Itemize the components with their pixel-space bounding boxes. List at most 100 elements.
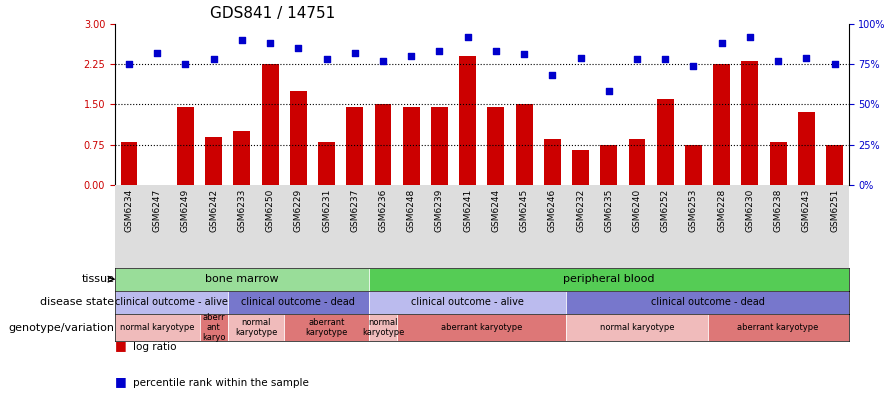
- Text: GSM6231: GSM6231: [322, 189, 332, 232]
- Point: [376, 58, 390, 64]
- Point: [235, 37, 249, 43]
- Text: ■: ■: [115, 375, 126, 388]
- Text: GSM6242: GSM6242: [210, 189, 218, 232]
- Point: [574, 54, 588, 61]
- Text: GSM6237: GSM6237: [350, 189, 359, 232]
- Text: GSM6229: GSM6229: [293, 189, 303, 232]
- Bar: [742, 61, 758, 185]
- Bar: [262, 64, 278, 185]
- Bar: [544, 139, 560, 185]
- Point: [207, 56, 221, 62]
- Point: [658, 56, 673, 62]
- Text: tissue: tissue: [81, 274, 114, 284]
- Text: GSM6241: GSM6241: [463, 189, 472, 232]
- Bar: [770, 142, 787, 185]
- Text: GSM6232: GSM6232: [576, 189, 585, 232]
- FancyBboxPatch shape: [369, 291, 567, 314]
- FancyBboxPatch shape: [115, 314, 200, 341]
- FancyBboxPatch shape: [567, 291, 849, 314]
- Point: [686, 63, 700, 69]
- Point: [319, 56, 333, 62]
- FancyBboxPatch shape: [369, 268, 849, 291]
- Point: [799, 54, 813, 61]
- Text: GSM6247: GSM6247: [153, 189, 162, 232]
- FancyBboxPatch shape: [397, 314, 567, 341]
- Point: [263, 40, 278, 46]
- Bar: [120, 142, 138, 185]
- Text: GSM6239: GSM6239: [435, 189, 444, 232]
- Text: aberrant
karyotype: aberrant karyotype: [305, 318, 347, 337]
- Point: [489, 48, 503, 54]
- Text: bone marrow: bone marrow: [205, 274, 278, 284]
- Text: GSM6230: GSM6230: [745, 189, 754, 232]
- Bar: [798, 112, 815, 185]
- Text: normal karyotype: normal karyotype: [120, 323, 194, 332]
- Point: [517, 51, 531, 57]
- Point: [432, 48, 446, 54]
- Point: [179, 61, 193, 67]
- Text: GSM6249: GSM6249: [181, 189, 190, 232]
- Text: aberr
ant
karyo: aberr ant karyo: [202, 312, 225, 343]
- Bar: [233, 131, 250, 185]
- Bar: [657, 99, 674, 185]
- FancyBboxPatch shape: [200, 314, 228, 341]
- Bar: [487, 107, 505, 185]
- Text: aberrant karyotype: aberrant karyotype: [737, 323, 819, 332]
- Text: GSM6248: GSM6248: [407, 189, 415, 232]
- Text: clinical outcome - alive: clinical outcome - alive: [115, 297, 228, 307]
- Text: GSM6233: GSM6233: [238, 189, 247, 232]
- Bar: [713, 64, 730, 185]
- FancyBboxPatch shape: [228, 314, 285, 341]
- Point: [347, 50, 362, 56]
- Bar: [515, 104, 532, 185]
- Bar: [431, 107, 448, 185]
- Point: [122, 61, 136, 67]
- Bar: [347, 107, 363, 185]
- Point: [743, 34, 757, 40]
- Text: GSM6250: GSM6250: [265, 189, 275, 232]
- Bar: [290, 91, 307, 185]
- Point: [630, 56, 644, 62]
- Bar: [572, 150, 589, 185]
- FancyBboxPatch shape: [369, 314, 397, 341]
- Text: GSM6245: GSM6245: [520, 189, 529, 232]
- Bar: [205, 137, 222, 185]
- Text: GSM6238: GSM6238: [774, 189, 782, 232]
- Text: clinical outcome - alive: clinical outcome - alive: [411, 297, 524, 307]
- Point: [602, 88, 616, 95]
- Bar: [600, 145, 617, 185]
- Text: genotype/variation: genotype/variation: [8, 322, 114, 333]
- Bar: [629, 139, 645, 185]
- FancyBboxPatch shape: [707, 314, 849, 341]
- Text: GSM6251: GSM6251: [830, 189, 839, 232]
- Text: GSM6235: GSM6235: [605, 189, 613, 232]
- Bar: [177, 107, 194, 185]
- Text: GSM6252: GSM6252: [660, 189, 670, 232]
- Text: percentile rank within the sample: percentile rank within the sample: [133, 378, 309, 388]
- Text: GSM6243: GSM6243: [802, 189, 811, 232]
- Text: GSM6240: GSM6240: [632, 189, 642, 232]
- Point: [150, 50, 164, 56]
- Bar: [685, 145, 702, 185]
- Text: clinical outcome - dead: clinical outcome - dead: [651, 297, 765, 307]
- Text: GSM6228: GSM6228: [717, 189, 726, 232]
- Point: [827, 61, 842, 67]
- Text: GDS841 / 14751: GDS841 / 14751: [210, 6, 336, 21]
- Bar: [459, 56, 476, 185]
- Bar: [375, 104, 392, 185]
- Bar: [826, 145, 843, 185]
- FancyBboxPatch shape: [115, 268, 369, 291]
- Point: [404, 53, 418, 59]
- Text: normal
karyotype: normal karyotype: [362, 318, 404, 337]
- Text: log ratio: log ratio: [133, 342, 176, 352]
- Text: GSM6236: GSM6236: [378, 189, 387, 232]
- Text: ■: ■: [115, 339, 126, 352]
- FancyBboxPatch shape: [285, 314, 369, 341]
- Text: GSM6234: GSM6234: [125, 189, 133, 232]
- Point: [461, 34, 475, 40]
- Text: clinical outcome - dead: clinical outcome - dead: [241, 297, 355, 307]
- Bar: [403, 107, 420, 185]
- Text: peripheral blood: peripheral blood: [563, 274, 654, 284]
- Point: [771, 58, 785, 64]
- Text: GSM6244: GSM6244: [492, 189, 500, 232]
